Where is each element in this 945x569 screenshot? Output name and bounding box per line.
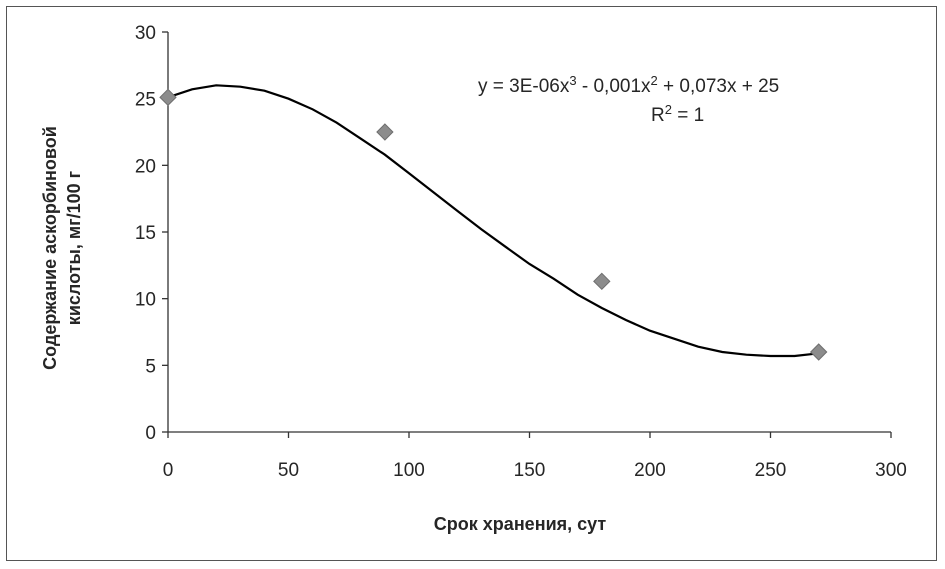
data-point [809,343,828,361]
y-tick-label: 10 [135,290,156,311]
y-tick-label: 25 [135,90,156,111]
y-tick-label: 15 [135,223,156,244]
trendline-equation: y = 3E-06x3 - 0,001x2 + 0,073x + 25 [478,73,779,98]
x-axis-label: Срок хранения, сут [434,514,607,534]
data-point [376,123,394,141]
x-tick-label: 0 [163,460,174,481]
r-squared-label: R2 = 1 [651,102,704,127]
y-axis-label: Содержание аскорбиновой кислоты, мг/100 … [40,126,84,370]
y-tick-label: 20 [135,156,156,177]
y-axis-label-line2: кислоты, мг/100 г [64,170,84,325]
x-tick-label: 100 [393,460,425,481]
data-point [159,88,177,107]
y-tick-label: 30 [135,23,156,44]
data-points [159,88,828,361]
trendline [167,84,819,358]
data-point [593,272,611,291]
x-tick-label: 200 [634,460,666,481]
y-axis-label-line1: Содержание аскорбиновой [40,126,60,370]
y-tick-label: 0 [145,423,156,444]
x-tick-label: 50 [278,460,299,481]
y-tick-label: 5 [145,356,156,377]
x-tick-label: 250 [755,460,787,481]
x-tick-label: 150 [514,460,546,481]
x-tick-label: 300 [875,460,907,481]
